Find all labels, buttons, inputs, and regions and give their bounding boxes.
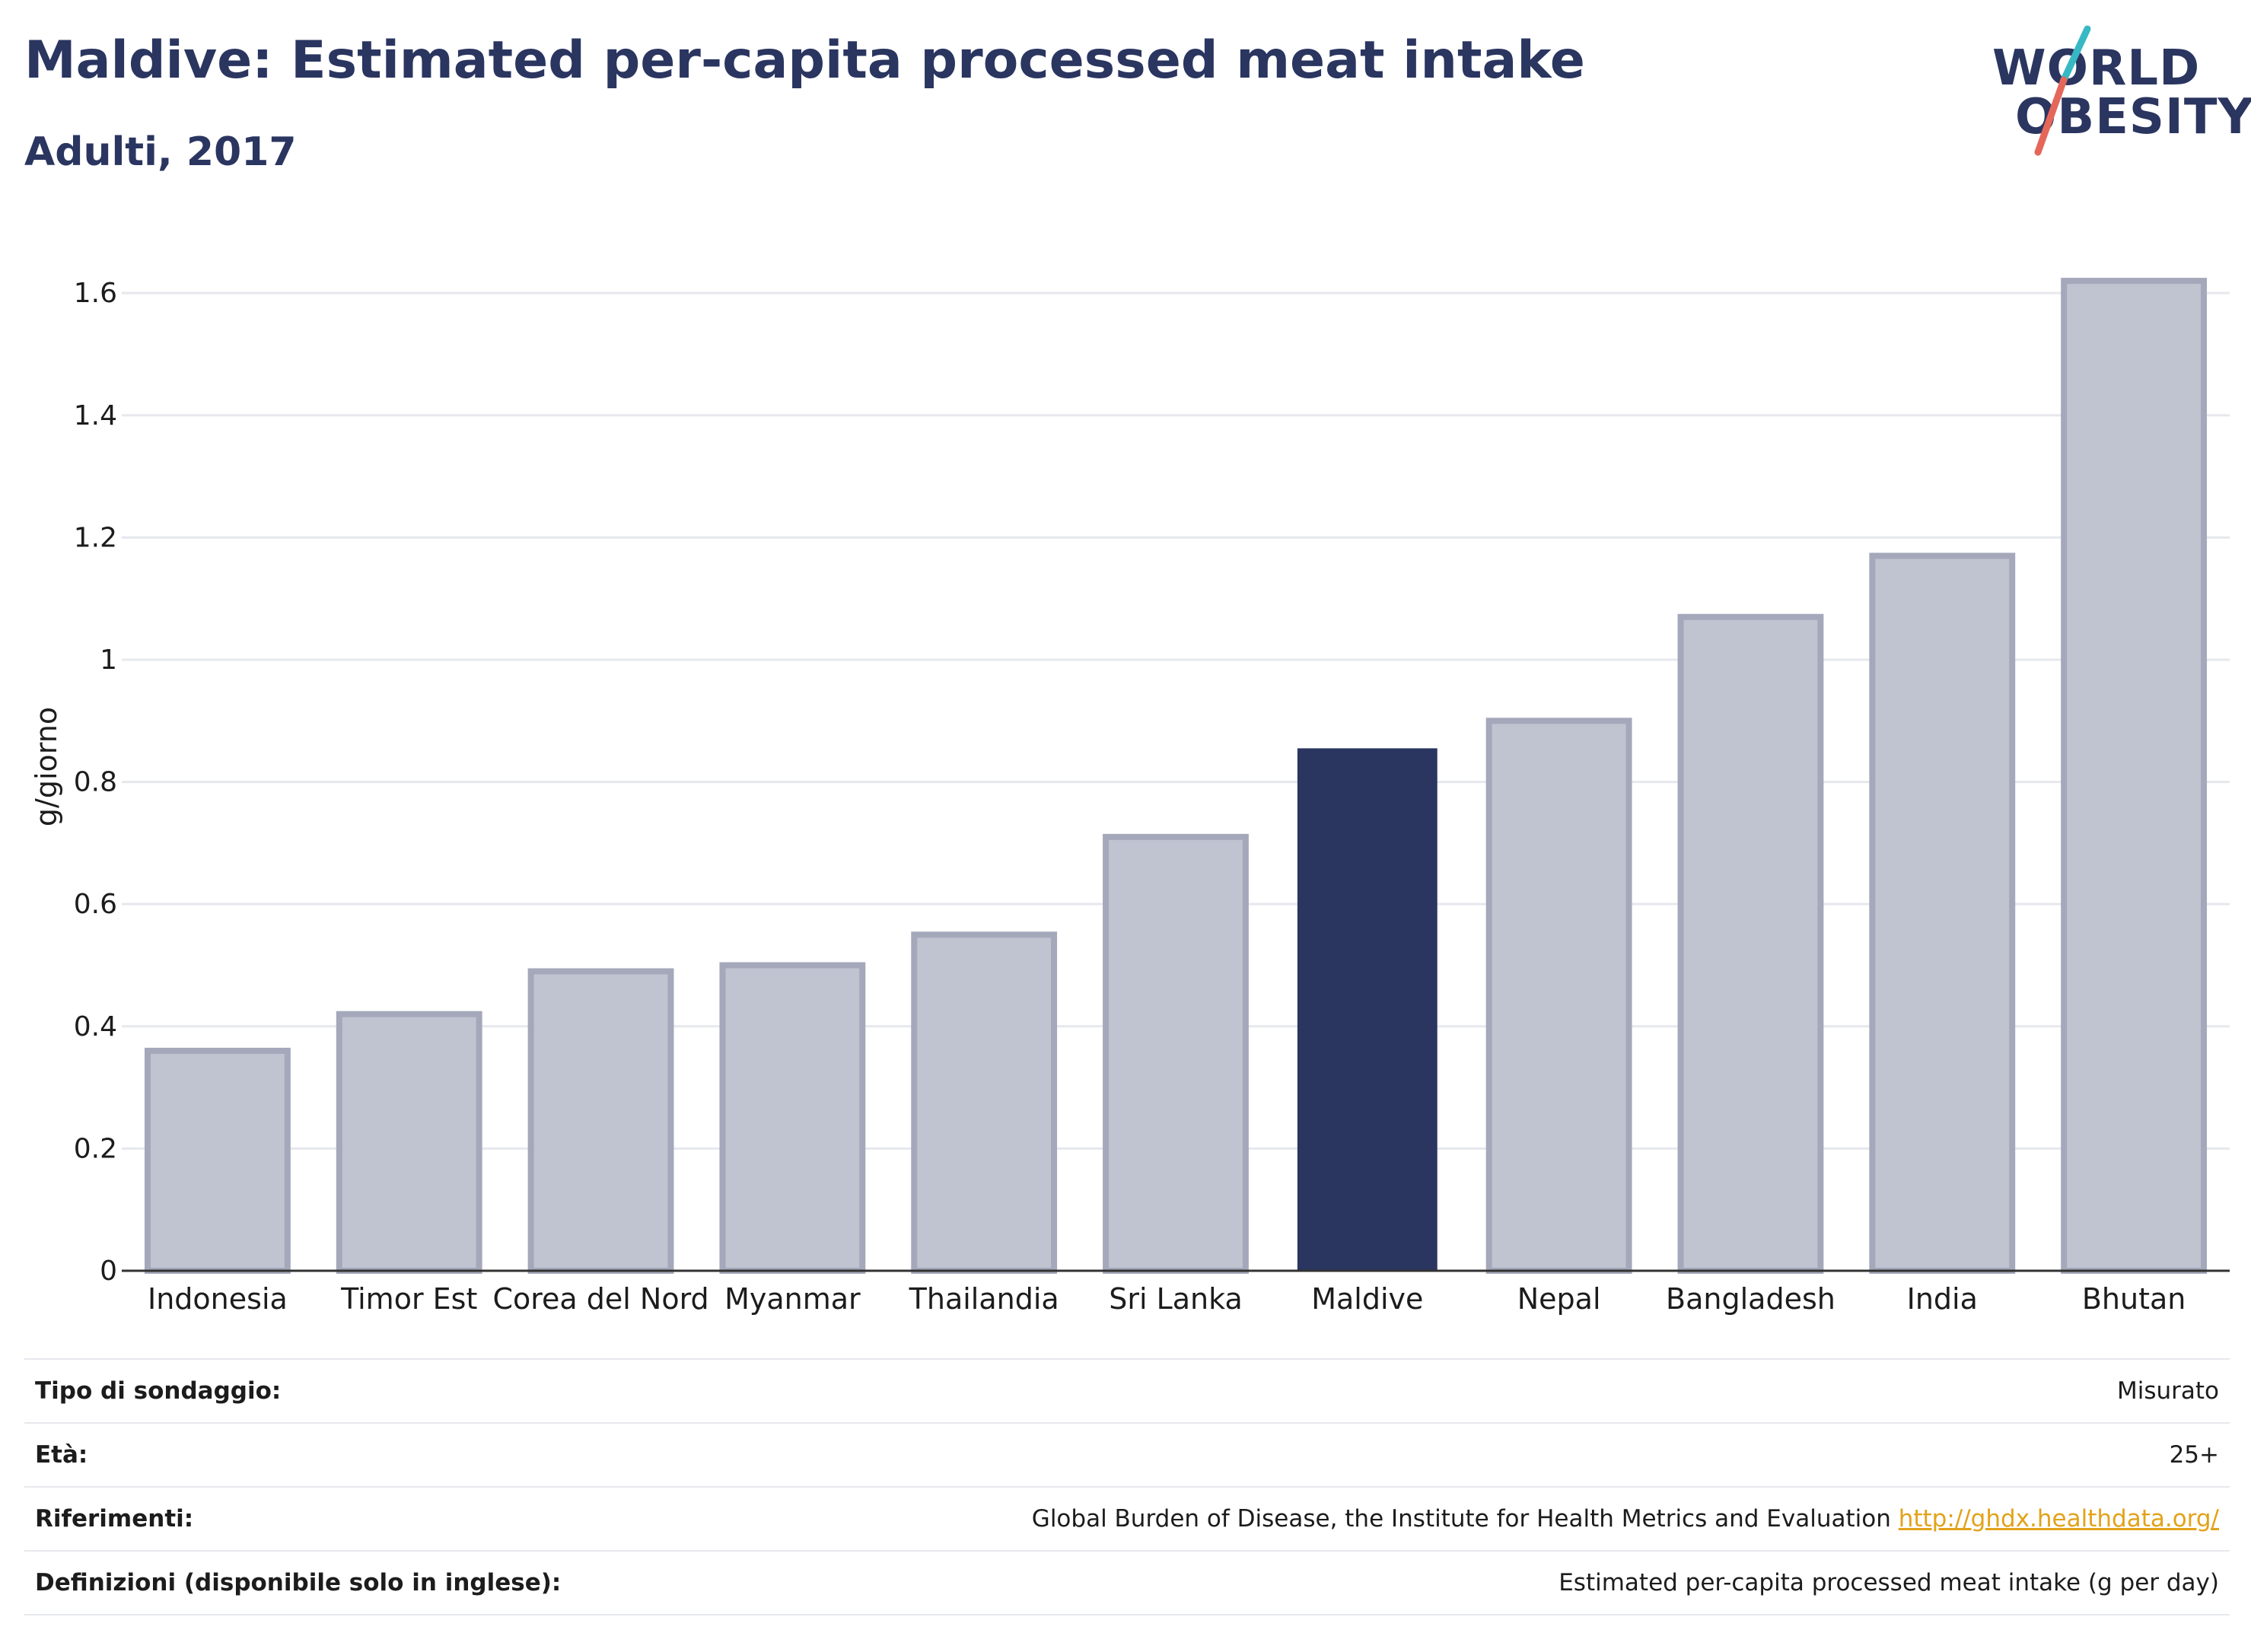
bar-bangladesh bbox=[1677, 613, 1824, 1274]
meta-value: Global Burden of Disease, the Institute … bbox=[712, 1486, 2230, 1552]
chart-title: Maldive: Estimated per-capita processed … bbox=[24, 30, 1585, 91]
bar-indonesia bbox=[144, 1047, 291, 1274]
meta-label: Tipo di sondaggio: bbox=[24, 1358, 712, 1424]
x-tick-label: Bangladesh bbox=[1666, 1282, 1836, 1316]
x-tick-label: Timor Est bbox=[340, 1282, 477, 1316]
metadata-table: Tipo di sondaggio: Misurato Età: 25+ Rif… bbox=[24, 1358, 2230, 1615]
chart-subtitle: Adulti, 2017 bbox=[24, 129, 297, 175]
y-tick-label: 1.6 bbox=[74, 278, 117, 309]
bar-india bbox=[1869, 552, 2016, 1274]
y-tick-label: 1 bbox=[100, 645, 117, 676]
meta-label: Età: bbox=[24, 1422, 712, 1488]
y-tick-label: 1.4 bbox=[74, 400, 117, 431]
y-tick-label: 0.8 bbox=[74, 767, 117, 798]
meta-value: 25+ bbox=[712, 1422, 2230, 1488]
bar-thailandia bbox=[911, 931, 1058, 1275]
bar-myanmar bbox=[719, 962, 866, 1274]
meta-value: Estimated per-capita processed meat inta… bbox=[712, 1550, 2230, 1615]
meta-label: Definizioni (disponibile solo in inglese… bbox=[24, 1550, 712, 1615]
x-tick-label: Myanmar bbox=[724, 1282, 861, 1316]
x-tick-label: Nepal bbox=[1517, 1282, 1601, 1316]
meta-row-references: Riferimenti: Global Burden of Disease, t… bbox=[24, 1486, 2230, 1552]
meta-row-definitions: Definizioni (disponibile solo in inglese… bbox=[24, 1550, 2230, 1615]
meta-row-age: Età: 25+ bbox=[24, 1422, 2230, 1488]
y-tick-label: 0.6 bbox=[74, 889, 117, 920]
y-axis-label: g/giorno bbox=[30, 707, 63, 826]
y-tick-label: 0 bbox=[100, 1256, 117, 1287]
meta-row-survey-type: Tipo di sondaggio: Misurato bbox=[24, 1358, 2230, 1424]
x-tick-label: India bbox=[1907, 1282, 1978, 1316]
bar-bhutan bbox=[2061, 278, 2208, 1274]
bar-sri-lanka bbox=[1103, 833, 1249, 1274]
x-tick-label: Maldive bbox=[1311, 1282, 1423, 1316]
x-tick-label: Bhutan bbox=[2082, 1282, 2186, 1316]
meta-label: Riferimenti: bbox=[24, 1486, 712, 1552]
reference-text: Global Burden of Disease, the Institute … bbox=[1031, 1505, 1891, 1533]
y-tick-label: 1.2 bbox=[74, 522, 117, 553]
x-tick-label: Corea del Nord bbox=[492, 1282, 708, 1316]
x-tick-label: Indonesia bbox=[148, 1282, 288, 1316]
bar-maldive bbox=[1297, 748, 1438, 1271]
x-tick-label: Thailandia bbox=[909, 1282, 1059, 1316]
bar-timor-est bbox=[336, 1011, 482, 1275]
bar-corea-del-nord bbox=[527, 968, 674, 1274]
world-obesity-logo: WORLD OBESITY bbox=[1979, 23, 2251, 160]
reference-link[interactable]: http://ghdx.healthdata.org/ bbox=[1898, 1505, 2219, 1533]
bar-chart: 0 0.2 0.4 0.6 0.8 1 1.2 1.4 1.6 g/giorno Indonesia… bbox=[30, 278, 2230, 1316]
bar-nepal bbox=[1485, 718, 1632, 1274]
x-tick-label: Sri Lanka bbox=[1109, 1282, 1243, 1316]
logo-text-world: WORLD bbox=[1992, 40, 2201, 97]
logo-slash-icon bbox=[2034, 25, 2091, 156]
y-tick-label: 0.2 bbox=[74, 1133, 117, 1164]
meta-value: Misurato bbox=[712, 1358, 2230, 1424]
y-tick-label: 0.4 bbox=[74, 1011, 117, 1042]
